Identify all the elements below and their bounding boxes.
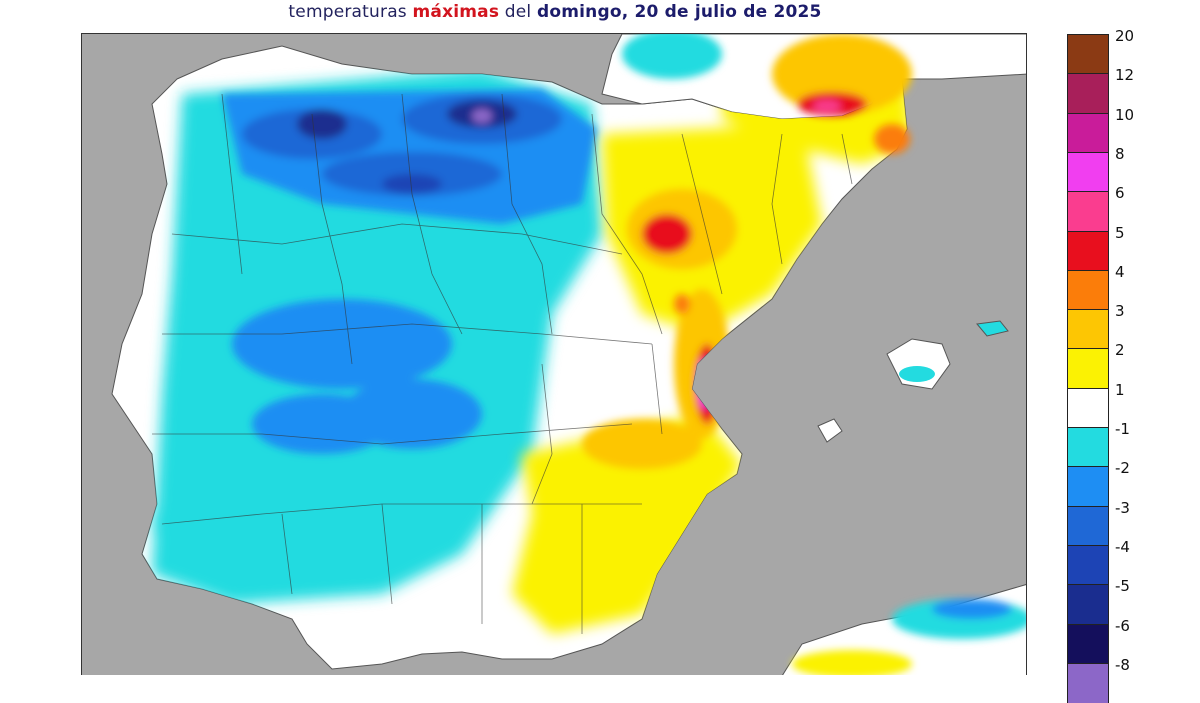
anomaly-field-france: [622, 34, 912, 154]
ibiza-island: [817, 418, 843, 443]
legend-label: -3: [1115, 498, 1130, 517]
legend-swatch: [1067, 151, 1109, 193]
legend-swatch: [1067, 73, 1109, 114]
legend-swatch: [1067, 662, 1109, 703]
legend-label: 20: [1115, 27, 1135, 45]
legend-swatch: [1067, 584, 1109, 625]
legend-label: 6: [1115, 184, 1125, 203]
legend-swatch: [1067, 544, 1109, 586]
legend-swatch: [1067, 34, 1109, 75]
legend-swatch: [1067, 230, 1109, 271]
legend-swatch: [1067, 112, 1109, 153]
legend-label: 10: [1115, 105, 1135, 124]
legend-label: -8: [1115, 655, 1130, 674]
legend-label: 12: [1115, 66, 1135, 85]
title-part-3: del: [499, 2, 537, 22]
legend-label: -4: [1115, 537, 1130, 556]
legend-label: 8: [1115, 144, 1125, 163]
province-boundaries: [152, 93, 853, 634]
color-legend: [1067, 34, 1109, 703]
legend-label: -6: [1115, 616, 1130, 635]
map-title: temperaturas máximas del domingo, 20 de …: [0, 2, 1110, 22]
legend-swatch: [1067, 191, 1109, 232]
legend-swatch: [1067, 309, 1109, 350]
legend-swatch: [1067, 269, 1109, 311]
legend-label: 4: [1115, 262, 1125, 281]
legend-swatch: [1067, 348, 1109, 389]
legend-label: -5: [1115, 577, 1130, 596]
legend-label: 1: [1115, 380, 1125, 399]
mallorca-anomaly: [899, 366, 935, 382]
legend-label: -1: [1115, 420, 1130, 438]
legend-label: 3: [1115, 302, 1125, 321]
legend-swatch: [1067, 427, 1109, 468]
title-date: domingo, 20 de julio de 2025: [536, 2, 822, 22]
legend-label: 5: [1115, 223, 1125, 242]
legend-label: 2: [1115, 341, 1125, 360]
anomaly-field-peninsula: [152, 46, 907, 634]
legend-swatch: [1067, 387, 1109, 428]
anomaly-field-africa: [792, 599, 1026, 675]
map-svg: [111, 34, 1026, 675]
legend-swatch: [1067, 623, 1109, 664]
legend-swatch: [1067, 505, 1109, 546]
title-maximas: máximas: [412, 2, 500, 22]
legend-label: -2: [1115, 459, 1130, 478]
menorca-island: [976, 320, 1009, 337]
temperature-anomaly-map: [81, 33, 1027, 675]
title-part-1: temperaturas: [288, 2, 413, 22]
legend-swatch: [1067, 466, 1109, 507]
